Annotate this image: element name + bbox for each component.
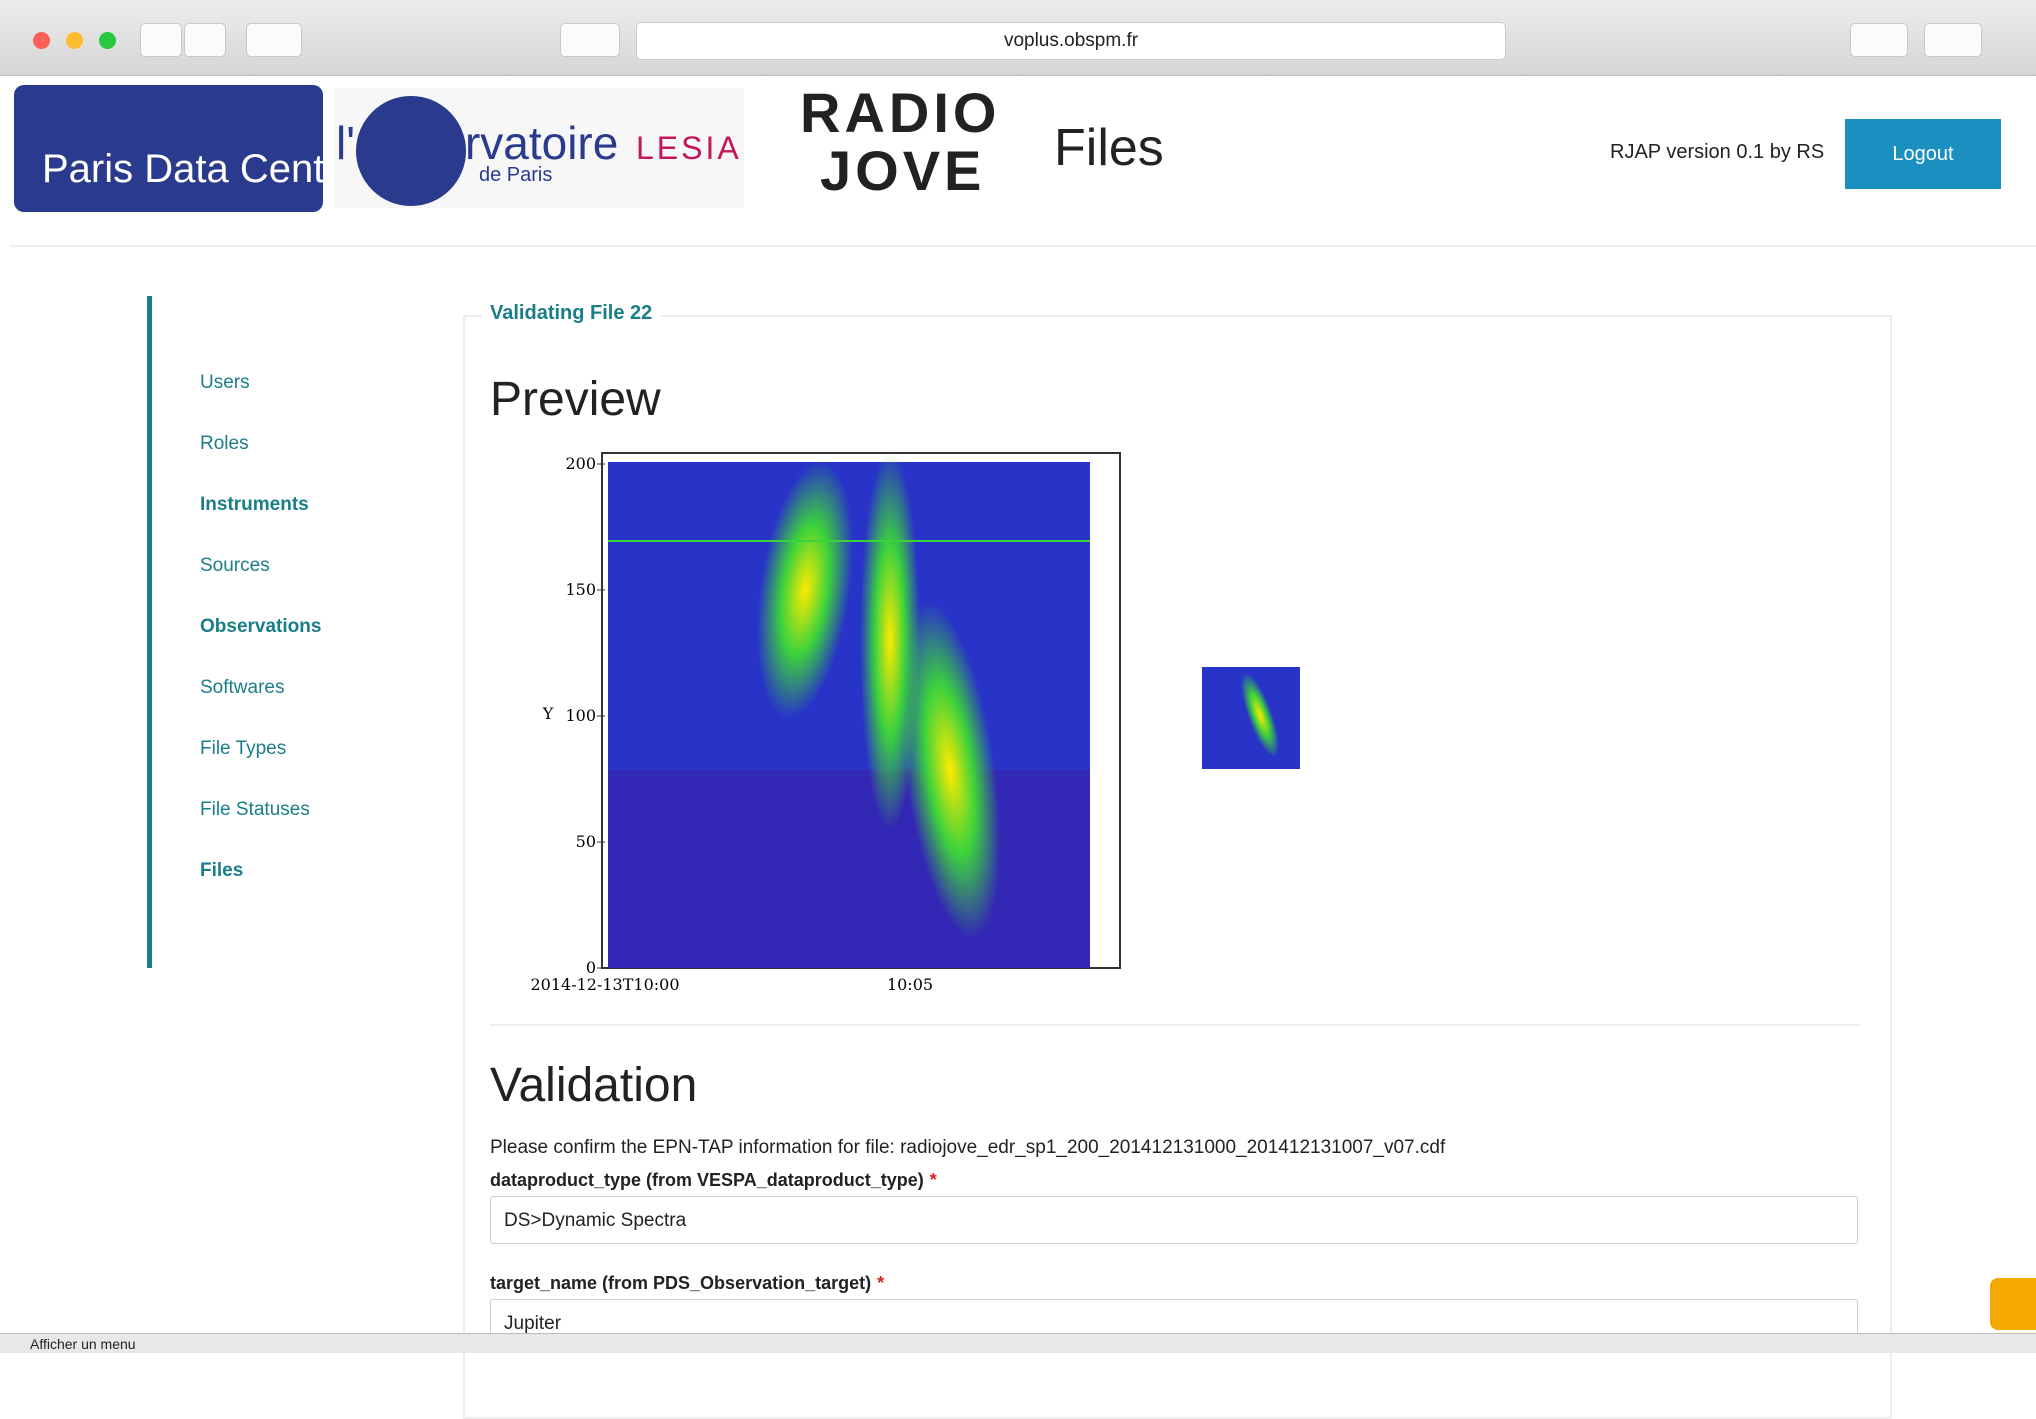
intro-text: Please confirm the EPN-TAP information f… <box>490 1137 1445 1159</box>
forward-button[interactable] <box>184 23 226 57</box>
text-input[interactable]: DS>Dynamic Spectra <box>490 1196 1858 1244</box>
help-widget[interactable] <box>1990 1278 2036 1330</box>
back-button[interactable] <box>140 23 182 57</box>
legend: Validating File 22 <box>482 302 660 325</box>
share-button[interactable] <box>1850 23 1908 57</box>
nav-link[interactable]: Instruments <box>200 494 309 516</box>
validation-heading: Validation <box>490 1058 697 1113</box>
page: {"browser": {"url": "voplus.obspm.fr", "… <box>0 0 2036 1353</box>
y-tick-label: 50 <box>576 832 596 851</box>
nav-link[interactable]: File Statuses <box>200 799 310 821</box>
logo-text: l'Observatoire <box>336 116 618 170</box>
logout-button[interactable]: Logout <box>1845 119 2001 189</box>
logo-text: Paris Data Centre <box>42 147 360 192</box>
y-axis-label: Y <box>542 704 554 723</box>
field-label: dataproduct_type (from VESPA_dataproduct… <box>490 1170 937 1191</box>
minimize-button[interactable] <box>66 32 83 49</box>
y-tick-label: 200 <box>565 454 596 473</box>
y-tick-label: 150 <box>565 580 596 599</box>
field-label: target_name (from PDS_Observation_target… <box>490 1273 884 1294</box>
version-text: RJAP version 0.1 by RS <box>1610 141 1824 164</box>
nav-link[interactable]: Files <box>200 860 243 882</box>
pdc-logo: Paris Data Centre <box>14 85 323 212</box>
x-tick-label: 10:05 <box>887 975 933 994</box>
nav-link[interactable]: Softwares <box>200 677 284 699</box>
x-tick-label: 2014-12-13T10:00 <box>530 975 679 994</box>
nav-link[interactable]: File Types <box>200 738 286 760</box>
nav-link[interactable]: Users <box>200 372 250 394</box>
logo-text: JOVE <box>820 138 985 203</box>
nav-link[interactable]: Observations <box>200 616 321 638</box>
thumbnail <box>1190 665 1305 775</box>
logo-text: RADIO <box>800 80 1000 145</box>
hr <box>490 1024 1860 1026</box>
required-mark: * <box>930 1170 937 1190</box>
address-bar[interactable]: voplus.obspm.fr <box>636 22 1506 60</box>
browser-toolbar: voplus.obspm.fr <box>0 0 2036 76</box>
y-tick-label: 100 <box>565 706 596 725</box>
nav-bar <box>147 296 152 968</box>
sidebar-button[interactable] <box>246 23 302 57</box>
tabs-button[interactable] <box>1924 23 1982 57</box>
required-mark: * <box>877 1273 884 1293</box>
status-bar: Afficher un menu <box>0 1333 2036 1353</box>
nav-link[interactable]: Roles <box>200 433 249 455</box>
preview-heading: Preview <box>490 372 661 427</box>
nav-link[interactable]: Sources <box>200 555 270 577</box>
divider <box>10 245 2036 247</box>
label-text: target_name (from PDS_Observation_target… <box>490 1273 871 1293</box>
logo-text: LESIA <box>636 130 742 167</box>
logo-text: de Paris <box>479 164 552 187</box>
body: voplus.obspm.fr Paris Data Centre l'Obse… <box>0 0 2036 1353</box>
app-title: Files <box>1054 118 1164 178</box>
maximize-button[interactable] <box>99 32 116 49</box>
label-text: dataproduct_type (from VESPA_dataproduct… <box>490 1170 924 1190</box>
close-button[interactable] <box>33 32 50 49</box>
history-button[interactable] <box>560 23 620 57</box>
